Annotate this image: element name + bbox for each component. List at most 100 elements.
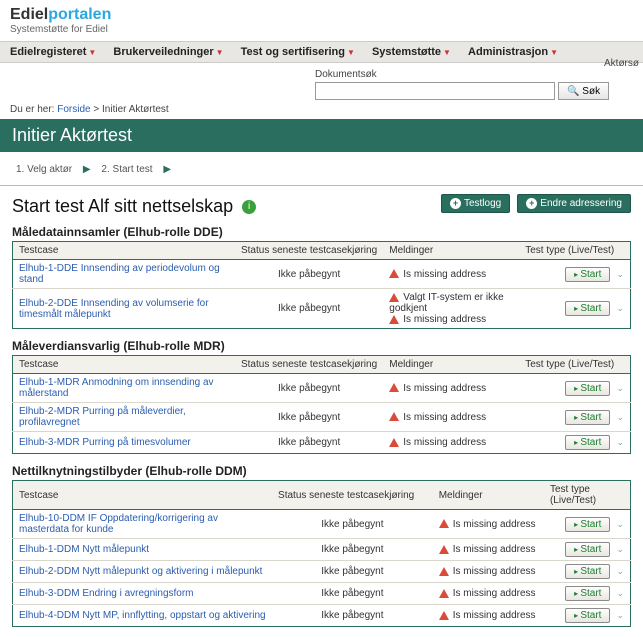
status-cell: Ikke påbegynt: [235, 432, 383, 454]
expand-icon[interactable]: ⌄: [616, 544, 624, 554]
messages-cell: Valgt IT-system er ikke godkjentIs missi…: [383, 289, 519, 329]
table-row: Elhub-3-MDR Purring på timesvolumer Ikke …: [13, 432, 631, 454]
expand-icon[interactable]: ⌄: [616, 588, 624, 598]
status-cell: Ikke påbegynt: [272, 605, 433, 627]
table-row: Elhub-4-DDM Nytt MP, innflytting, oppsta…: [13, 605, 631, 627]
warning-icon: [439, 567, 449, 576]
chevron-right-icon: ▶: [163, 164, 171, 175]
status-cell: Ikke påbegynt: [272, 539, 433, 561]
warning-icon: [439, 611, 449, 620]
start-button[interactable]: Start: [565, 517, 610, 532]
table-row: Elhub-1-DDM Nytt målepunktIkke påbegyntI…: [13, 539, 631, 561]
expand-icon[interactable]: ⌄: [616, 519, 624, 529]
status-cell: Ikke påbegynt: [235, 260, 383, 289]
expand-icon[interactable]: ⌄: [616, 303, 624, 313]
expand-icon[interactable]: ⌄: [616, 269, 624, 279]
messages-cell: Is missing address: [383, 403, 519, 432]
search-input[interactable]: [315, 82, 555, 100]
expand-icon[interactable]: ⌄: [616, 566, 624, 576]
start-button[interactable]: Start: [565, 267, 610, 282]
section-heading: Nettilknytningstilbyder (Elhub-rolle DDM…: [12, 464, 631, 478]
expand-icon[interactable]: ⌄: [616, 437, 624, 447]
testtype-cell: Start ⌄: [544, 583, 631, 605]
workflow-step-2[interactable]: 2. Start test: [101, 164, 152, 175]
action-buttons: +Testlogg +Endre adressering: [437, 194, 631, 213]
start-button[interactable]: Start: [565, 435, 610, 450]
testcase-link[interactable]: Elhub-2-DDM Nytt målepunkt og aktivering…: [19, 566, 262, 577]
breadcrumb: Du er her: Forside > Initier Aktørtest: [0, 102, 643, 117]
column-header: Test type (Live/Test): [519, 356, 630, 374]
start-button[interactable]: Start: [565, 564, 610, 579]
messages-cell: Is missing address: [383, 432, 519, 454]
breadcrumb-home-link[interactable]: Forside: [57, 104, 90, 115]
nav-systemstotte[interactable]: Systemstøtte▼: [372, 46, 451, 58]
table-row: Elhub-3-DDM Endring i avregningsformIkke…: [13, 583, 631, 605]
expand-icon[interactable]: ⌄: [616, 412, 624, 422]
table-row: Elhub-2-DDM Nytt målepunkt og aktivering…: [13, 561, 631, 583]
start-button[interactable]: Start: [565, 301, 610, 316]
page-title: Initier Aktørtest: [0, 119, 643, 152]
testcase-link[interactable]: Elhub-3-DDM Endring i avregningsform: [19, 588, 194, 599]
column-header: Test type (Live/Test): [544, 481, 631, 510]
section-heading: Måledatainnsamler (Elhub-rolle DDE): [12, 225, 631, 239]
search-button[interactable]: 🔍 Søk: [558, 82, 609, 100]
testtype-cell: Start ⌄: [519, 260, 630, 289]
messages-cell: Is missing address: [383, 374, 519, 403]
status-cell: Ikke påbegynt: [235, 374, 383, 403]
workflow-step-1[interactable]: 1. Velg aktør: [16, 164, 72, 175]
column-header: Meldinger: [383, 356, 519, 374]
testcase-link[interactable]: Elhub-1-DDE Innsending av periodevolum o…: [19, 263, 220, 285]
testcase-table: TestcaseStatus seneste testcasekjøringMe…: [12, 355, 631, 454]
info-icon[interactable]: i: [242, 200, 256, 214]
column-header: Testcase: [13, 481, 273, 510]
nav-test-sertifisering[interactable]: Test og sertifisering▼: [241, 46, 355, 58]
testcase-link[interactable]: Elhub-2-MDR Purring på måleverdier, prof…: [19, 406, 186, 428]
expand-icon[interactable]: ⌄: [616, 610, 624, 620]
start-button[interactable]: Start: [565, 586, 610, 601]
start-button[interactable]: Start: [565, 608, 610, 623]
start-button[interactable]: Start: [565, 381, 610, 396]
search-label: Dokumentsøk: [315, 69, 633, 80]
plus-icon: +: [450, 198, 461, 209]
testcase-link[interactable]: Elhub-2-DDE Innsending av volumserie for…: [19, 298, 209, 320]
main-nav: Edielregisteret▼ Brukerveiledninger▼ Tes…: [0, 41, 643, 63]
nav-edielregisteret[interactable]: Edielregisteret▼: [10, 46, 96, 58]
warning-icon: [389, 383, 399, 392]
warning-icon: [389, 293, 399, 302]
brand-name: Edielportalen: [10, 6, 633, 24]
warning-icon: [439, 545, 449, 554]
testcase-link[interactable]: Elhub-1-DDM Nytt målepunkt: [19, 544, 149, 555]
chevron-down-icon: ▼: [216, 48, 224, 57]
start-button[interactable]: Start: [565, 410, 610, 425]
column-header: Status seneste testcasekjøring: [235, 356, 383, 374]
testcase-link[interactable]: Elhub-10-DDM IF Oppdatering/korrigering …: [19, 513, 218, 535]
plus-icon: +: [526, 198, 537, 209]
testcase-link[interactable]: Elhub-3-MDR Purring på timesvolumer: [19, 437, 191, 448]
aktor-label: Aktørsø: [604, 58, 639, 69]
warning-icon: [389, 315, 399, 324]
nav-administrasjon[interactable]: Administrasjon▼: [468, 46, 558, 58]
brand-sub: Systemstøtte for Ediel: [10, 24, 633, 35]
chevron-down-icon: ▼: [550, 48, 558, 57]
messages-cell: Is missing address: [383, 260, 519, 289]
testcase-link[interactable]: Elhub-4-DDM Nytt MP, innflytting, oppsta…: [19, 610, 266, 621]
testlogg-button[interactable]: +Testlogg: [441, 194, 510, 213]
status-cell: Ikke påbegynt: [235, 403, 383, 432]
testcase-link[interactable]: Elhub-1-MDR Anmodning om innsending av m…: [19, 377, 214, 399]
start-button[interactable]: Start: [565, 542, 610, 557]
status-cell: Ikke påbegynt: [272, 510, 433, 539]
table-row: Elhub-2-DDE Innsending av volumserie for…: [13, 289, 631, 329]
endre-adressering-button[interactable]: +Endre adressering: [517, 194, 631, 213]
nav-brukerveiledninger[interactable]: Brukerveiledninger▼: [113, 46, 223, 58]
breadcrumb-current: Initier Aktørtest: [102, 104, 169, 115]
brand-post: portalen: [48, 6, 111, 23]
warning-icon: [389, 412, 399, 421]
column-header: Testcase: [13, 242, 235, 260]
table-row: Elhub-1-DDE Innsending av periodevolum o…: [13, 260, 631, 289]
warning-icon: [389, 269, 399, 278]
column-header: Meldinger: [433, 481, 544, 510]
expand-icon[interactable]: ⌄: [616, 383, 624, 393]
testtype-cell: Start ⌄: [544, 510, 631, 539]
search-bar: Dokumentsøk 🔍 Søk: [0, 63, 643, 102]
messages-cell: Is missing address: [433, 561, 544, 583]
